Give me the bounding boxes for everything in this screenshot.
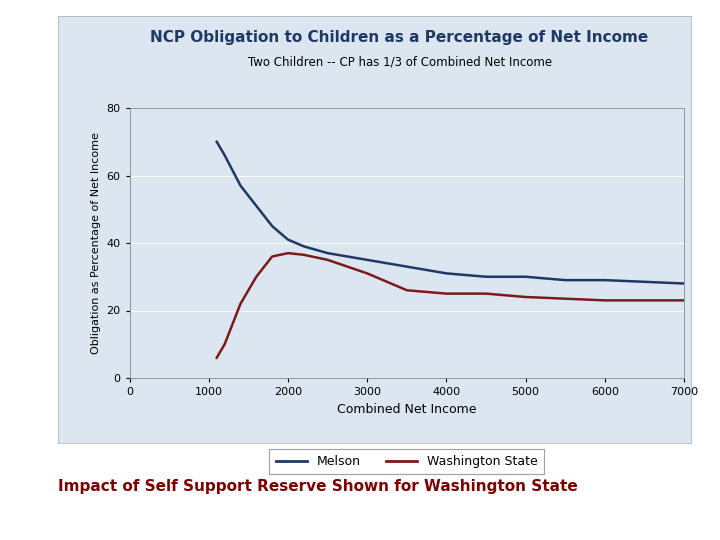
X-axis label: Combined Net Income: Combined Net Income (337, 403, 477, 416)
Text: NCP Obligation to Children as a Percentage of Net Income: NCP Obligation to Children as a Percenta… (150, 30, 649, 45)
Y-axis label: Obligation as Percentage of Net Income: Obligation as Percentage of Net Income (91, 132, 101, 354)
Text: Impact of Self Support Reserve Shown for Washington State: Impact of Self Support Reserve Shown for… (58, 478, 577, 494)
Text: Two Children -- CP has 1/3 of Combined Net Income: Two Children -- CP has 1/3 of Combined N… (248, 56, 552, 69)
Legend: Melson, Washington State: Melson, Washington State (269, 449, 544, 474)
